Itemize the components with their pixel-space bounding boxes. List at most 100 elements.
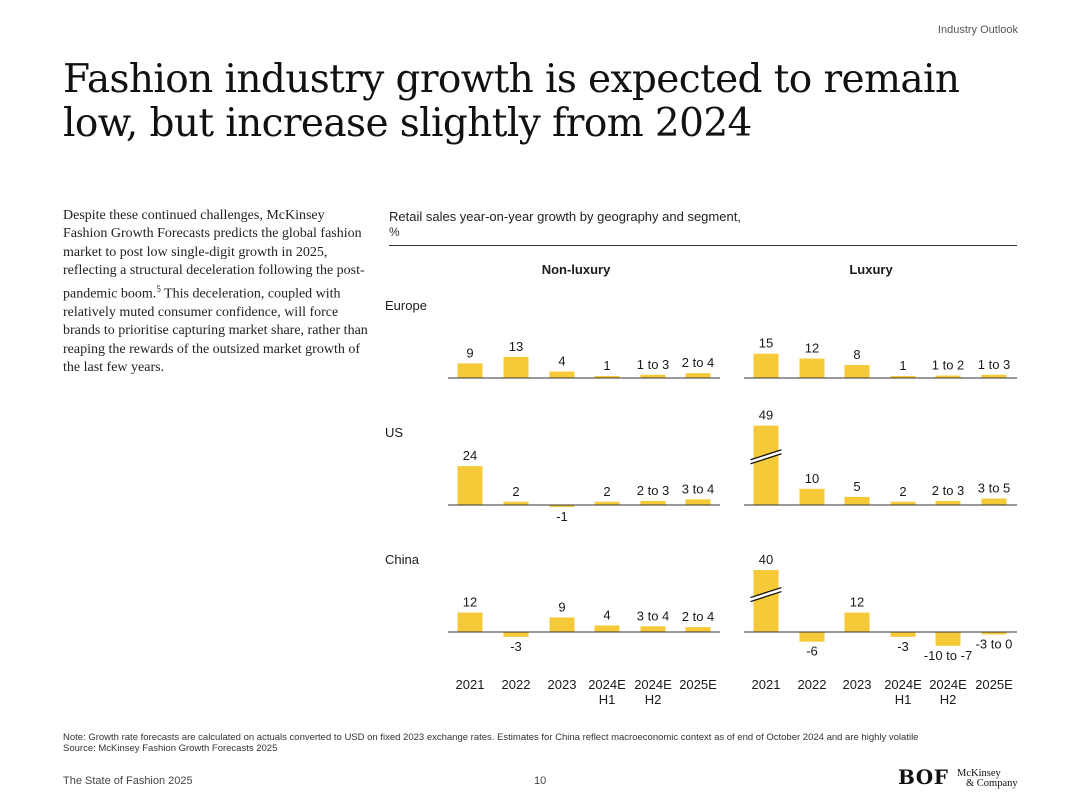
region-label-us: US [385,425,403,440]
chart-title-rule [389,245,1017,246]
data-label-us-luxury: 3 to 5 [978,481,1011,496]
axis-break-line [750,590,782,603]
data-label-china-luxury: 40 [759,552,773,567]
data-label-europe-non-luxury: 13 [509,339,523,354]
bar-china-luxury [844,612,870,632]
bar-china-non-luxury [549,617,575,632]
bar-china-non-luxury [503,632,529,637]
bar-us-non-luxury [685,499,711,505]
segment-header-non-luxury: Non-luxury [542,262,611,277]
bar-us-non-luxury [549,505,575,507]
mckinsey-logo: McKinsey & Company [957,768,1018,789]
data-label-europe-non-luxury: 4 [558,354,565,369]
data-label-europe-luxury: 1 [899,358,906,373]
axis-break-gap [750,449,782,464]
chart-unit: % [389,225,400,239]
data-label-china-luxury: -10 to -7 [924,648,972,663]
x-tick-label: 2022 [502,677,531,692]
data-label-europe-non-luxury: 1 to 3 [637,357,670,372]
bar-us-non-luxury [457,466,483,505]
axis-break-line [750,449,782,461]
bar-us-luxury [935,500,961,505]
x-tick-label: 2025E [679,677,717,692]
data-label-europe-luxury: 1 to 3 [978,357,1011,372]
x-tick-sublabel: H2 [645,692,662,707]
x-tick-label: 2024E [588,677,626,692]
bar-us-luxury [799,488,825,505]
page-number: 10 [534,775,547,787]
bar-europe-luxury [935,375,961,378]
region-label-europe: Europe [385,298,427,313]
data-label-us-luxury: 5 [853,479,860,494]
data-label-china-non-luxury: -3 [510,639,522,654]
x-tick-label: 2024E [634,677,672,692]
bar-europe-luxury [799,358,825,378]
page-title: Fashion industry growth is expected to r… [63,57,960,146]
bar-europe-non-luxury [503,356,529,378]
axis-break-gap [750,587,782,602]
bar-europe-luxury [753,353,779,378]
bar-china-luxury [753,570,779,632]
data-label-us-non-luxury: 24 [463,448,477,463]
bar-china-luxury [935,632,961,646]
x-tick-sublabel: H2 [940,692,957,707]
data-label-europe-non-luxury: 9 [466,345,473,360]
x-tick-label: 2021 [752,677,781,692]
bar-china-non-luxury [594,625,620,632]
data-label-us-luxury: 49 [759,408,773,423]
publication-name: The State of Fashion 2025 [63,775,193,787]
body-paragraph: Despite these continued challenges, McKi… [63,207,368,377]
x-tick-label: 2023 [548,677,577,692]
axis-break-line [750,453,782,465]
x-tick-label: 2024E [929,677,967,692]
bof-logo: BOF [898,765,949,789]
x-tick-sublabel: H1 [599,692,616,707]
data-label-china-luxury: -3 [897,639,909,654]
bar-china-luxury [890,632,916,637]
x-tick-label: 2022 [798,677,827,692]
data-label-china-non-luxury: 4 [603,608,610,623]
bar-europe-non-luxury [640,374,666,378]
bar-europe-non-luxury [685,373,711,378]
footnote-ref: 5 [156,284,161,295]
data-label-us-non-luxury: 3 to 4 [682,481,715,496]
bar-us-luxury [890,501,916,505]
data-label-europe-luxury: 8 [853,347,860,362]
bar-us-non-luxury [594,501,620,505]
bar-europe-non-luxury [457,363,483,378]
bar-europe-luxury [981,374,1007,378]
body-text-after: This deceleration, coupled with relative… [63,286,368,376]
bar-china-luxury [981,632,1007,635]
data-label-europe-luxury: 15 [759,336,773,351]
bar-us-non-luxury [640,500,666,505]
data-label-china-non-luxury: 2 to 4 [682,609,715,624]
data-label-us-non-luxury: 2 to 3 [637,483,670,498]
chart-notes: Note: Growth rate forecasts are calculat… [63,732,1023,754]
chart-title: Retail sales year-on-year growth by geog… [389,209,741,224]
region-label-china: China [385,552,420,567]
bar-europe-luxury [890,376,916,378]
bar-china-luxury [799,632,825,642]
bar-us-non-luxury [503,501,529,505]
bar-europe-luxury [844,365,870,378]
segment-header-luxury: Luxury [849,262,893,277]
data-label-china-luxury: 12 [850,595,864,610]
data-label-europe-non-luxury: 2 to 4 [682,355,715,370]
note-text: Note: Growth rate forecasts are calculat… [63,732,919,743]
mckinsey-logo-line2: & Company [966,778,1018,789]
body-text-before: Despite these continued challenges, McKi… [63,208,365,302]
data-label-china-non-luxury: 3 to 4 [637,608,670,623]
data-label-us-non-luxury: 2 [512,484,519,499]
x-tick-label: 2023 [843,677,872,692]
x-tick-label: 2021 [456,677,485,692]
x-tick-sublabel: H1 [895,692,912,707]
data-label-us-non-luxury: 2 [603,484,610,499]
data-label-europe-luxury: 12 [805,341,819,356]
data-label-china-non-luxury: 9 [558,599,565,614]
mckinsey-logo-line1: McKinsey [957,768,1001,779]
bar-china-non-luxury [640,626,666,632]
axis-break-line [750,586,782,599]
data-label-europe-luxury: 1 to 2 [932,358,965,373]
bar-china-non-luxury [685,627,711,632]
